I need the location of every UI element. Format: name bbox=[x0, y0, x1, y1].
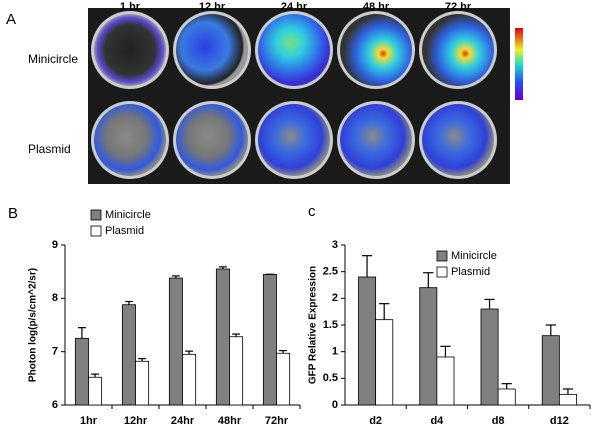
x-tick-label: d8 bbox=[492, 415, 505, 427]
x-tick-label: d4 bbox=[430, 415, 444, 427]
x-tick-label: 1hr bbox=[80, 415, 98, 427]
legend-label: Minicircle bbox=[451, 250, 497, 262]
bar bbox=[436, 356, 455, 406]
dish-signal bbox=[422, 104, 494, 176]
error-bar bbox=[185, 350, 194, 355]
x-tick-label: d12 bbox=[550, 415, 569, 427]
panel-label: A bbox=[6, 11, 16, 28]
dish-signal bbox=[258, 14, 330, 86]
y-tick-label: 7 bbox=[52, 346, 58, 358]
column-label: 72 hr bbox=[445, 1, 472, 13]
error-bar bbox=[440, 345, 451, 357]
y-tick-label: 0 bbox=[332, 399, 338, 411]
y-tick-label: 1.5 bbox=[323, 319, 338, 331]
y-axis-label: Photon log(p/s/cm^2/sr) bbox=[28, 268, 39, 382]
bar bbox=[182, 353, 197, 406]
row-label: Minicircle bbox=[28, 52, 78, 66]
bar bbox=[229, 336, 244, 406]
y-tick-label: 2.5 bbox=[323, 266, 338, 278]
error-bar bbox=[124, 300, 133, 305]
error-bar bbox=[545, 324, 556, 336]
legend-swatch bbox=[436, 266, 448, 278]
image-panel bbox=[88, 8, 510, 184]
legend-swatch bbox=[90, 225, 102, 237]
y-tick-label: 9 bbox=[52, 239, 58, 251]
bar bbox=[541, 335, 560, 406]
y-tick-label: 6 bbox=[52, 399, 58, 411]
x-tick-label: d2 bbox=[369, 415, 382, 427]
error-bar bbox=[232, 333, 241, 337]
bar bbox=[135, 360, 150, 406]
error-bar bbox=[501, 383, 512, 389]
bar bbox=[480, 308, 499, 406]
error-bar bbox=[171, 275, 180, 279]
error-bar bbox=[77, 327, 86, 339]
y-tick-label: 1 bbox=[332, 346, 338, 358]
column-label: 48 hr bbox=[363, 1, 390, 13]
bar bbox=[215, 268, 230, 406]
bar bbox=[497, 388, 516, 406]
dish-signal bbox=[176, 104, 248, 176]
bar bbox=[88, 376, 103, 406]
error-bar bbox=[91, 373, 100, 378]
legend-label: Plasmid bbox=[105, 225, 144, 237]
x-tick-label: 48hr bbox=[218, 415, 242, 427]
error-bar bbox=[361, 255, 373, 277]
error-bar bbox=[279, 350, 288, 354]
dish-signal bbox=[94, 14, 166, 86]
panel-label: c bbox=[308, 203, 316, 220]
dish-signal bbox=[94, 104, 166, 176]
panel-label: B bbox=[8, 205, 18, 222]
bar bbox=[558, 393, 577, 406]
row-label: Plasmid bbox=[28, 142, 71, 156]
column-label: 24 hr bbox=[281, 1, 308, 13]
legend-swatch bbox=[436, 250, 448, 262]
y-tick-label: 8 bbox=[52, 292, 58, 304]
y-axis-label: GFP Relative Expression bbox=[308, 266, 319, 384]
column-label: 12 hr bbox=[199, 1, 226, 13]
dish-signal bbox=[422, 14, 494, 86]
bar bbox=[121, 304, 136, 406]
error-bar bbox=[484, 298, 495, 309]
x-tick-label: 12hr bbox=[124, 415, 148, 427]
x-tick-label: 24hr bbox=[171, 415, 195, 427]
x-tick-label: 72hr bbox=[265, 415, 289, 427]
bar bbox=[375, 319, 394, 406]
error-bar bbox=[562, 388, 574, 395]
column-label: 1 hr bbox=[120, 1, 141, 13]
dish-signal bbox=[258, 104, 330, 176]
legend-swatch bbox=[90, 209, 102, 221]
bar bbox=[358, 276, 377, 406]
legend-label: Plasmid bbox=[451, 266, 490, 278]
dish-signal bbox=[340, 14, 412, 86]
error-bar bbox=[423, 272, 434, 288]
bar bbox=[74, 337, 89, 406]
error-bar bbox=[138, 358, 147, 362]
error-bar bbox=[218, 266, 227, 269]
dish-signal bbox=[176, 14, 248, 86]
y-tick-label: 2 bbox=[332, 292, 338, 304]
y-tick-label: 0.5 bbox=[323, 372, 338, 384]
bar bbox=[276, 352, 291, 406]
dish-signal bbox=[340, 104, 412, 176]
bar bbox=[419, 287, 438, 406]
bar bbox=[168, 277, 183, 406]
bar bbox=[262, 273, 277, 406]
colorbar bbox=[515, 28, 523, 100]
legend-label: Minicircle bbox=[105, 209, 151, 221]
error-bar bbox=[379, 303, 390, 320]
y-tick-label: 3 bbox=[332, 239, 338, 251]
